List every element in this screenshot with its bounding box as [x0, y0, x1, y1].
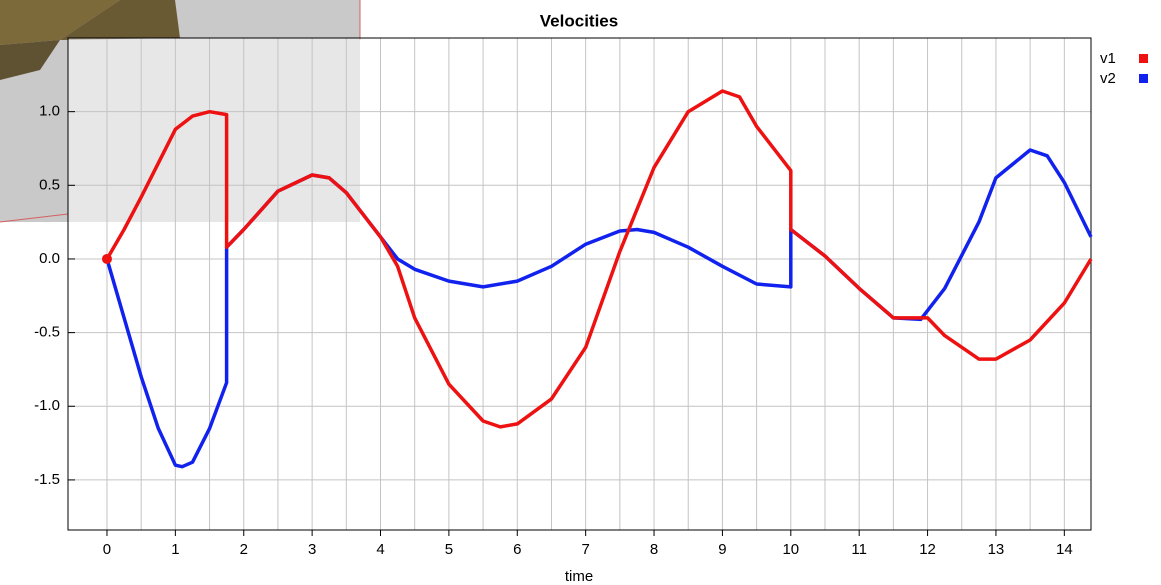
y-tick-label: 0.0: [39, 250, 60, 267]
y-tick-label: -1.0: [34, 397, 60, 414]
x-tick-label: 10: [782, 541, 799, 558]
y-tick-label: 0.5: [39, 176, 60, 193]
plot-border: [67, 37, 1092, 531]
legend-label: v1: [1100, 50, 1116, 67]
chart-title: Velocities: [540, 11, 618, 30]
legend-swatch: [1139, 74, 1148, 83]
plot-area: [68, 38, 1091, 530]
x-tick-label: 8: [650, 541, 658, 558]
x-tick-label: 2: [240, 541, 248, 558]
legend-label: v2: [1100, 70, 1116, 87]
x-tick-label: 3: [308, 541, 316, 558]
current-point: [101, 253, 112, 264]
y-tick-label: -0.5: [34, 324, 60, 341]
legend-swatch: [1139, 54, 1148, 63]
x-tick-label: 13: [988, 541, 1005, 558]
x-tick-label: 9: [718, 541, 726, 558]
x-tick-label: 6: [513, 541, 521, 558]
x-tick-label: 14: [1056, 541, 1073, 558]
x-tick-label: 0: [103, 541, 111, 558]
x-tick-label: 12: [919, 541, 936, 558]
y-tick-label: 1.0: [39, 103, 60, 120]
x-tick-label: 5: [445, 541, 453, 558]
series-line: [105, 148, 1093, 469]
x-tick-label: 1: [171, 541, 179, 558]
series-line: [105, 89, 1093, 429]
x-tick-label: 11: [851, 541, 867, 558]
x-tick-label: 4: [376, 541, 384, 558]
x-tick-label: 7: [581, 541, 589, 558]
y-tick-label: -1.5: [34, 471, 60, 488]
x-axis-label: time: [565, 568, 593, 585]
